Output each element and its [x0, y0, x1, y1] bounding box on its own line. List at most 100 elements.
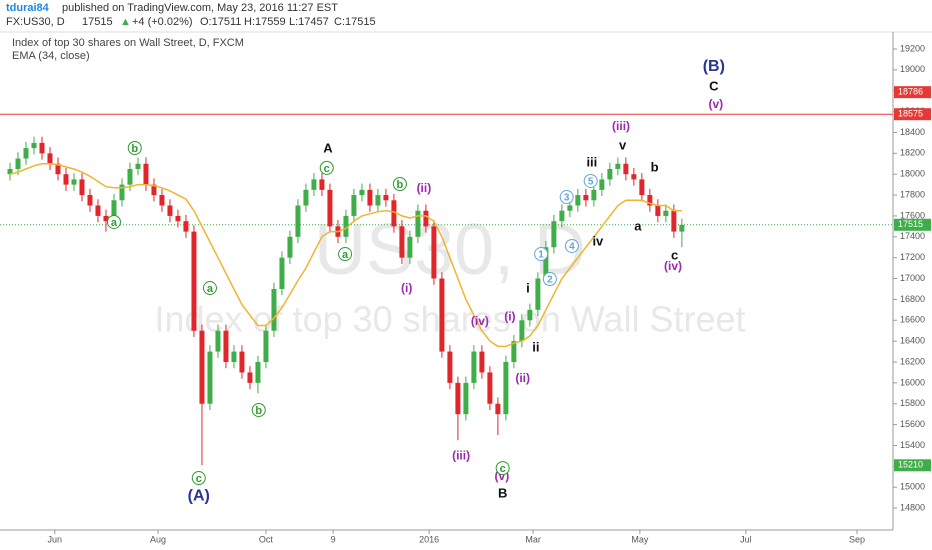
x-tick-label: Oct	[259, 534, 274, 544]
annotation-ring	[191, 471, 206, 486]
open: O:17511	[200, 16, 241, 28]
candle-body	[191, 231, 197, 331]
candle-body	[223, 330, 229, 363]
annotation-ring	[319, 160, 334, 175]
x-tick-label: Mar	[525, 534, 541, 544]
candle-body	[303, 189, 309, 206]
candle-body	[447, 351, 453, 383]
wave-label: 4	[569, 242, 575, 253]
candle-body	[399, 226, 405, 258]
price-label-box	[894, 459, 931, 472]
candle-body	[271, 288, 277, 331]
candle-body	[239, 351, 245, 373]
candle-body	[111, 200, 117, 222]
high: H:17559	[244, 16, 286, 28]
candle-body	[455, 382, 461, 415]
candle-body	[127, 168, 133, 185]
candle-body	[471, 351, 477, 383]
x-tick-label: Aug	[150, 534, 166, 544]
candle-body	[215, 330, 221, 352]
candle-body	[527, 309, 533, 321]
candle-body	[87, 195, 93, 206]
candle-body	[407, 236, 413, 258]
wave-label: iii	[586, 154, 597, 169]
wave-label: i	[526, 280, 530, 295]
annotation-ring	[559, 190, 574, 205]
candle-body	[567, 205, 573, 211]
candle-body	[15, 158, 21, 169]
candle-body	[543, 247, 549, 279]
candle-body	[63, 174, 69, 185]
price-label-box	[894, 108, 931, 121]
arrow: ▲	[120, 16, 131, 28]
candle-body	[151, 184, 157, 196]
wave-label: (i)	[401, 281, 412, 295]
annotation-ring	[583, 173, 598, 188]
y-tick-label: 16600	[900, 315, 925, 325]
wave-label: c	[324, 163, 330, 175]
x-tick-label: Jun	[48, 534, 63, 544]
y-tick-label: 14800	[900, 502, 925, 512]
candle-body	[575, 195, 581, 206]
candle-body	[95, 205, 101, 216]
candle-body	[439, 278, 445, 352]
candle-body	[583, 195, 589, 201]
wave-label: b	[255, 405, 262, 417]
candle-body	[359, 189, 365, 196]
wave-label: (ii)	[417, 181, 432, 195]
candle-body	[167, 205, 173, 216]
low: L:17457	[289, 16, 329, 28]
annotation-ring	[202, 281, 217, 296]
wave-label: a	[342, 249, 349, 261]
wave-label: c	[671, 247, 678, 262]
candle-body	[423, 210, 429, 227]
published: published on TradingView.com, May 23, 20…	[62, 2, 338, 14]
candle-body	[23, 148, 29, 159]
y-tick-label: 19000	[900, 64, 925, 74]
candle-body	[495, 403, 501, 415]
candle-body	[199, 330, 205, 404]
candle-body	[599, 179, 605, 190]
candle-body	[7, 168, 13, 175]
y-tick-label: 15800	[900, 398, 925, 408]
candle-body	[143, 163, 149, 185]
annotation-ring	[534, 247, 549, 262]
annotation-ring	[392, 177, 407, 192]
author[interactable]: tdurai84	[6, 2, 50, 14]
price-label-box	[894, 86, 931, 99]
candle-body	[431, 226, 437, 279]
y-tick-label: 17800	[900, 189, 925, 199]
annotation-ring	[106, 214, 121, 229]
candle-body	[623, 163, 629, 175]
wave-label: (ii)	[515, 371, 530, 385]
y-tick-label: 18400	[900, 127, 925, 137]
candle-body	[375, 195, 381, 206]
price-label: 18575	[898, 109, 923, 119]
y-tick-label: 18000	[900, 169, 925, 179]
wave-label: A	[323, 140, 333, 155]
wave-label: C	[709, 78, 719, 93]
candle-body	[591, 189, 597, 201]
wave-label: a	[207, 283, 214, 295]
wave-label: (iv)	[471, 314, 489, 328]
change: +4 (+0.02%)	[132, 16, 193, 28]
wave-label: B	[498, 486, 507, 501]
y-tick-label: 16800	[900, 294, 925, 304]
candle-body	[47, 153, 53, 164]
wave-label: a	[634, 218, 642, 233]
candle-body	[287, 236, 293, 258]
wave-label: (iv)	[664, 259, 682, 273]
candle-body	[135, 163, 141, 169]
candle-body	[183, 221, 189, 232]
wave-label: 3	[564, 193, 570, 204]
wave-label: v	[619, 137, 627, 152]
x-tick-label: 9	[331, 534, 336, 544]
price-label-box	[894, 218, 931, 231]
candle-body	[247, 372, 253, 383]
candle-body	[607, 168, 613, 180]
x-tick-label: Sep	[849, 534, 865, 544]
candle-body	[159, 195, 165, 206]
y-tick-label: 16000	[900, 377, 925, 387]
candle-body	[31, 142, 37, 149]
y-tick-label: 15400	[900, 440, 925, 450]
